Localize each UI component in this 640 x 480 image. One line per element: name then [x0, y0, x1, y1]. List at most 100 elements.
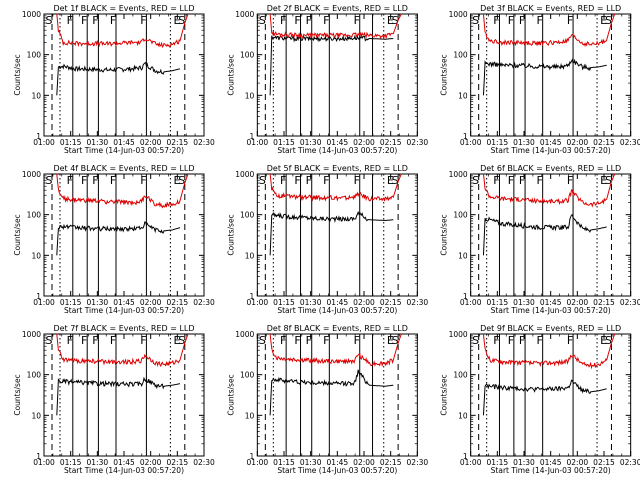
x-tick-label: 01:45: [540, 458, 562, 467]
flag-marker-f: F: [354, 334, 360, 347]
flag-marker-f: F: [140, 14, 146, 27]
x-tick-label: 01:45: [540, 138, 562, 147]
y-tick-label: 100: [453, 371, 468, 380]
y-tick-label: 100: [453, 51, 468, 60]
flag-marker-f: F: [306, 174, 312, 187]
detector-panel-1: Det 1f BLACK = Events, RED = LLD 1 10 100 10…: [13, 4, 215, 155]
y-tick-label: 1: [36, 452, 41, 461]
flag-marker-f: F: [280, 334, 286, 347]
y-tick-label: 1000: [449, 330, 468, 339]
y-tick-label: 100: [27, 211, 42, 220]
flag-marker-f: F: [508, 174, 514, 187]
flag-marker-f: F: [519, 14, 525, 27]
x-tick-label: 02:00: [353, 138, 375, 147]
flag-marker-s: S: [46, 14, 53, 27]
flag-marker-f: F: [537, 14, 543, 27]
y-axis-label: Counts/sec: [440, 214, 449, 255]
series-line-events: [269, 34, 394, 96]
flag-marker-f: F: [294, 174, 300, 187]
x-tick-label: 02:30: [193, 298, 215, 307]
flag-marker-f: F: [67, 14, 73, 27]
flag-marker-f: F: [92, 174, 98, 187]
flag-marker-f: F: [493, 334, 499, 347]
series-line-events: [56, 376, 181, 416]
plot-frame: [43, 173, 205, 297]
x-tick-label: 02:30: [193, 458, 215, 467]
panel-title: Det 1f BLACK = Events, RED = LLD: [53, 4, 194, 13]
y-tick-label: 1: [36, 292, 41, 301]
x-tick-label: 01:30: [87, 458, 109, 467]
flag-marker-e: E: [387, 174, 394, 187]
y-tick-label: 1000: [235, 330, 254, 339]
x-tick-label: 01:15: [60, 458, 82, 467]
flag-marker-s: S: [178, 174, 185, 187]
y-axis-label: Counts/sec: [440, 374, 449, 415]
flag-marker-f: F: [567, 334, 573, 347]
x-tick-label: 01:30: [87, 298, 109, 307]
flag-marker-f: F: [280, 14, 286, 27]
y-tick-label: 10: [245, 251, 255, 260]
series-line-lld: [482, 13, 616, 47]
x-tick-label: 02:15: [593, 458, 615, 467]
y-tick-label: 1000: [22, 10, 41, 19]
plot-frame: [470, 173, 632, 297]
plot-frame: [43, 13, 205, 137]
x-axis-label: Start Time (14-Jun-03 00:57:20): [277, 306, 397, 315]
x-tick-label: 01:15: [273, 138, 295, 147]
flag-marker-f: F: [567, 14, 573, 27]
x-axis-label: Start Time (14-Jun-03 00:57:20): [491, 466, 611, 475]
x-tick-label: 02:00: [353, 458, 375, 467]
flag-marker-e: E: [600, 334, 607, 347]
x-tick-label: 02:15: [167, 458, 189, 467]
panel-title: Det 6f BLACK = Events, RED = LLD: [480, 164, 621, 173]
x-tick-label: 01:15: [60, 138, 82, 147]
flag-marker-f: F: [537, 334, 543, 347]
detector-panel-3: Det 3f BLACK = Events, RED = LLD 1 10 100 10…: [440, 4, 640, 155]
plot-frame: [43, 333, 205, 457]
flag-marker-f: F: [354, 14, 360, 27]
flag-marker-f: F: [92, 14, 98, 27]
x-tick-label: 02:30: [407, 458, 429, 467]
x-tick-label: 02:00: [567, 138, 589, 147]
y-axis-label: Counts/sec: [226, 54, 235, 95]
flag-marker-s: S: [605, 174, 612, 187]
panel-title: Det 4f BLACK = Events, RED = LLD: [53, 164, 194, 173]
flag-marker-f: F: [323, 14, 329, 27]
plot-frame: [470, 333, 632, 457]
plot-frame: [470, 13, 632, 137]
x-tick-label: 01:00: [33, 298, 55, 307]
panel-title: Det 7f BLACK = Events, RED = LLD: [53, 324, 194, 333]
y-axis-label: Counts/sec: [226, 214, 235, 255]
y-tick-label: 10: [458, 251, 468, 260]
detector-panel-5: Det 5f BLACK = Events, RED = LLD 1 10 100 10…: [226, 164, 428, 315]
x-tick-label: 01:15: [487, 138, 509, 147]
x-tick-label: 01:30: [513, 138, 535, 147]
panel-title: Det 3f BLACK = Events, RED = LLD: [480, 4, 621, 13]
x-tick-label: 01:15: [487, 458, 509, 467]
x-tick-label: 02:30: [620, 298, 640, 307]
y-tick-label: 1: [250, 132, 255, 141]
flag-marker-e: E: [600, 174, 607, 187]
x-tick-label: 02:15: [593, 298, 615, 307]
y-tick-label: 1: [463, 452, 468, 461]
series-line-events: [482, 214, 607, 256]
x-axis-label: Start Time (14-Jun-03 00:57:20): [277, 146, 397, 155]
flag-marker-f: F: [354, 174, 360, 187]
x-tick-label: 01:15: [60, 298, 82, 307]
x-tick-label: 01:15: [273, 458, 295, 467]
flag-marker-e: E: [174, 174, 181, 187]
y-tick-label: 100: [27, 51, 42, 60]
panel-title: Det 2f BLACK = Events, RED = LLD: [267, 4, 408, 13]
x-axis-label: Start Time (14-Jun-03 00:57:20): [64, 146, 184, 155]
flag-marker-f: F: [493, 174, 499, 187]
detector-panel-6: Det 6f BLACK = Events, RED = LLD 1 10 100 10…: [440, 164, 640, 315]
flag-marker-f: F: [508, 14, 514, 27]
x-axis-label: Start Time (14-Jun-03 00:57:20): [491, 146, 611, 155]
y-tick-label: 1000: [449, 10, 468, 19]
detector-panel-9: Det 9f BLACK = Events, RED = LLD 1 10 100 10…: [440, 324, 640, 475]
flag-marker-f: F: [81, 334, 87, 347]
detector-panel-2: Det 2f BLACK = Events, RED = LLD 1 10 100 10…: [226, 4, 428, 155]
y-tick-label: 10: [245, 411, 255, 420]
x-tick-label: 01:00: [33, 458, 55, 467]
